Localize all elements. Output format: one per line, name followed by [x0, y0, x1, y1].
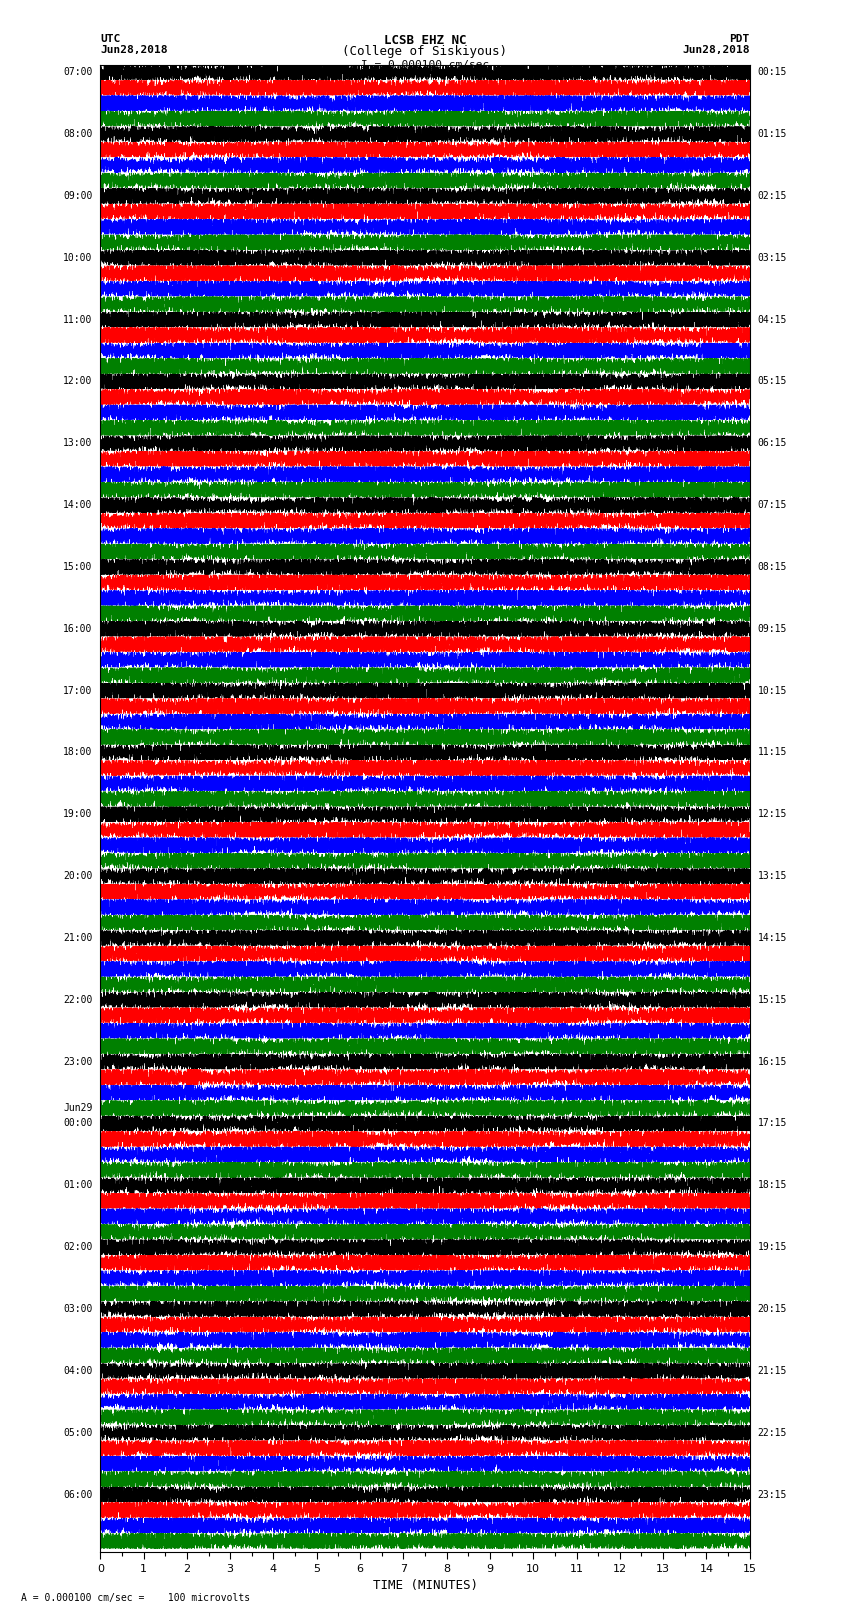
- Text: 23:00: 23:00: [63, 1057, 93, 1066]
- Text: 13:00: 13:00: [63, 439, 93, 448]
- Text: 19:15: 19:15: [757, 1242, 787, 1252]
- Text: 21:00: 21:00: [63, 932, 93, 944]
- Text: 12:00: 12:00: [63, 376, 93, 387]
- Text: 16:15: 16:15: [757, 1057, 787, 1066]
- Text: 18:15: 18:15: [757, 1181, 787, 1190]
- Text: 05:15: 05:15: [757, 376, 787, 387]
- Text: 17:00: 17:00: [63, 686, 93, 695]
- Text: 11:00: 11:00: [63, 315, 93, 324]
- Text: PDT: PDT: [729, 34, 750, 44]
- Text: 05:00: 05:00: [63, 1428, 93, 1437]
- Text: 20:00: 20:00: [63, 871, 93, 881]
- Text: 06:15: 06:15: [757, 439, 787, 448]
- Text: (College of Siskiyous): (College of Siskiyous): [343, 45, 507, 58]
- Text: 20:15: 20:15: [757, 1303, 787, 1315]
- Text: 09:00: 09:00: [63, 190, 93, 202]
- Text: 01:15: 01:15: [757, 129, 787, 139]
- Text: 23:15: 23:15: [757, 1489, 787, 1500]
- Text: 02:15: 02:15: [757, 190, 787, 202]
- Text: 18:00: 18:00: [63, 747, 93, 758]
- Text: 13:15: 13:15: [757, 871, 787, 881]
- Text: 00:15: 00:15: [757, 68, 787, 77]
- Text: 15:00: 15:00: [63, 561, 93, 573]
- Text: 07:00: 07:00: [63, 68, 93, 77]
- Text: 10:00: 10:00: [63, 253, 93, 263]
- Text: 14:15: 14:15: [757, 932, 787, 944]
- Text: 16:00: 16:00: [63, 624, 93, 634]
- Text: 08:15: 08:15: [757, 561, 787, 573]
- Text: 21:15: 21:15: [757, 1366, 787, 1376]
- X-axis label: TIME (MINUTES): TIME (MINUTES): [372, 1579, 478, 1592]
- Text: 11:15: 11:15: [757, 747, 787, 758]
- Text: 00:00: 00:00: [63, 1118, 93, 1129]
- Text: 17:15: 17:15: [757, 1118, 787, 1129]
- Text: 03:00: 03:00: [63, 1303, 93, 1315]
- Text: 07:15: 07:15: [757, 500, 787, 510]
- Text: 03:15: 03:15: [757, 253, 787, 263]
- Text: LCSB EHZ NC: LCSB EHZ NC: [383, 34, 467, 47]
- Text: 19:00: 19:00: [63, 810, 93, 819]
- Text: 04:15: 04:15: [757, 315, 787, 324]
- Text: UTC: UTC: [100, 34, 121, 44]
- Text: 06:00: 06:00: [63, 1489, 93, 1500]
- Text: Jun29: Jun29: [63, 1103, 93, 1113]
- Text: 04:00: 04:00: [63, 1366, 93, 1376]
- Text: 15:15: 15:15: [757, 995, 787, 1005]
- Text: 09:15: 09:15: [757, 624, 787, 634]
- Text: I = 0.000100 cm/sec: I = 0.000100 cm/sec: [361, 60, 489, 69]
- Text: 10:15: 10:15: [757, 686, 787, 695]
- Text: 08:00: 08:00: [63, 129, 93, 139]
- Text: 12:15: 12:15: [757, 810, 787, 819]
- Text: 22:15: 22:15: [757, 1428, 787, 1437]
- Text: 02:00: 02:00: [63, 1242, 93, 1252]
- Text: 22:00: 22:00: [63, 995, 93, 1005]
- Text: A = 0.000100 cm/sec =    100 microvolts: A = 0.000100 cm/sec = 100 microvolts: [21, 1594, 251, 1603]
- Text: Jun28,2018: Jun28,2018: [683, 45, 750, 55]
- Text: 14:00: 14:00: [63, 500, 93, 510]
- Text: Jun28,2018: Jun28,2018: [100, 45, 167, 55]
- Text: 01:00: 01:00: [63, 1181, 93, 1190]
